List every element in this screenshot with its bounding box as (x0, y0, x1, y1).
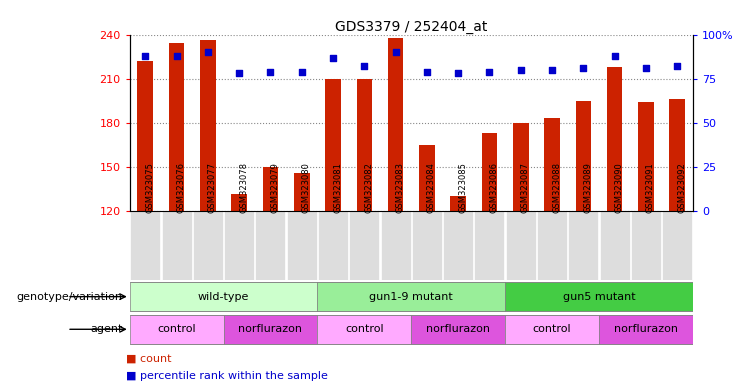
Text: control: control (533, 324, 571, 334)
Bar (162, 211, 192, 280)
Point (327, 55, 339, 61)
Bar (349, 211, 379, 280)
Text: genotype/variation: genotype/variation (16, 291, 122, 302)
Point (265, 69, 276, 75)
Point (452, 70, 464, 76)
Bar (513, 123, 528, 211)
Bar (576, 101, 591, 211)
Bar (411, 314, 505, 344)
Bar (474, 211, 505, 280)
Text: GSM323076: GSM323076 (176, 162, 185, 213)
Text: GSM323092: GSM323092 (677, 162, 686, 213)
Title: GDS3379 / 252404_at: GDS3379 / 252404_at (335, 20, 488, 33)
Bar (599, 314, 693, 344)
Point (202, 49, 214, 55)
Text: agent: agent (90, 324, 122, 334)
Text: GSM323077: GSM323077 (208, 162, 217, 213)
Bar (505, 282, 693, 311)
Bar (662, 211, 692, 280)
Bar (451, 197, 466, 211)
Text: GSM323079: GSM323079 (270, 162, 279, 213)
Point (608, 53, 620, 59)
Bar (169, 43, 185, 211)
Point (546, 67, 558, 73)
Text: control: control (345, 324, 384, 334)
Bar (505, 314, 599, 344)
Text: GSM323090: GSM323090 (614, 162, 624, 213)
Bar (482, 133, 497, 211)
Bar (130, 314, 224, 344)
Bar (200, 40, 216, 211)
Text: GSM323082: GSM323082 (365, 162, 373, 213)
Text: GSM323085: GSM323085 (458, 162, 467, 213)
Text: GSM323075: GSM323075 (145, 162, 154, 213)
Bar (294, 173, 310, 211)
Bar (631, 211, 661, 280)
Text: GSM323083: GSM323083 (396, 162, 405, 213)
Bar (506, 211, 536, 280)
Text: GSM323089: GSM323089 (583, 162, 592, 213)
Bar (356, 79, 372, 211)
Bar (325, 79, 341, 211)
Text: GSM323086: GSM323086 (490, 162, 499, 213)
Text: norflurazon: norflurazon (614, 324, 678, 334)
Point (359, 63, 370, 70)
Bar (568, 211, 598, 280)
Point (671, 63, 683, 70)
Text: ■ percentile rank within the sample: ■ percentile rank within the sample (126, 371, 328, 381)
Bar (138, 61, 153, 211)
Text: GSM323084: GSM323084 (427, 162, 436, 213)
Bar (225, 211, 254, 280)
Bar (262, 167, 279, 211)
Point (139, 53, 151, 59)
Point (484, 69, 496, 75)
Point (296, 69, 308, 75)
Point (577, 65, 589, 71)
Text: control: control (157, 324, 196, 334)
Point (233, 70, 245, 76)
Text: GSM323088: GSM323088 (552, 162, 561, 213)
Bar (599, 211, 630, 280)
Text: GSM323081: GSM323081 (333, 162, 342, 213)
Bar (607, 67, 622, 211)
Text: ■ count: ■ count (126, 354, 171, 364)
Bar (638, 102, 654, 211)
Point (421, 69, 433, 75)
Text: GSM323080: GSM323080 (302, 162, 310, 213)
Text: GSM323087: GSM323087 (521, 162, 530, 213)
Bar (544, 118, 560, 211)
Bar (412, 211, 442, 280)
Bar (318, 211, 348, 280)
Bar (443, 211, 473, 280)
Bar (419, 145, 435, 211)
Point (515, 67, 527, 73)
Bar (287, 211, 316, 280)
Bar (388, 38, 403, 211)
Point (170, 53, 182, 59)
Bar (256, 211, 285, 280)
Bar (130, 211, 160, 280)
Bar (317, 282, 505, 311)
Bar (193, 211, 223, 280)
Text: wild-type: wild-type (198, 291, 249, 302)
Bar (669, 99, 685, 211)
Point (390, 49, 402, 55)
Text: GSM323091: GSM323091 (646, 162, 655, 213)
Point (640, 65, 652, 71)
Bar (130, 282, 317, 311)
Text: gun1-9 mutant: gun1-9 mutant (369, 291, 453, 302)
Bar (224, 314, 317, 344)
Text: norflurazon: norflurazon (239, 324, 302, 334)
Bar (231, 194, 247, 211)
Text: GSM323078: GSM323078 (239, 162, 248, 213)
Bar (381, 211, 411, 280)
Bar (317, 314, 411, 344)
Bar (537, 211, 567, 280)
Text: norflurazon: norflurazon (426, 324, 491, 334)
Text: gun5 mutant: gun5 mutant (562, 291, 635, 302)
